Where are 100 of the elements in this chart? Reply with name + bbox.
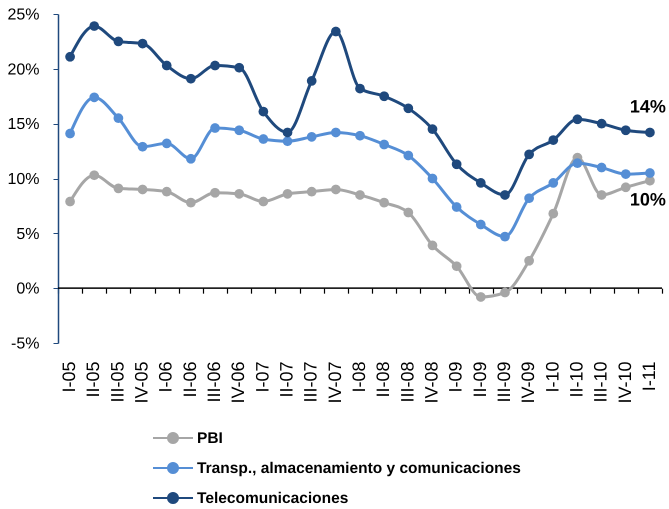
- x-tick-label: IV-09: [518, 362, 538, 404]
- point: [258, 106, 268, 116]
- x-tick-label: III-07: [300, 362, 321, 403]
- x-tick-label: III-08: [397, 362, 418, 403]
- x-tick-label: III-10: [590, 362, 611, 403]
- point: [403, 150, 414, 160]
- x-tick-label: I-10: [542, 362, 562, 393]
- point: [452, 202, 462, 212]
- annotation: 10%: [630, 190, 666, 210]
- point: [114, 184, 124, 194]
- legend-label: Telecomunicaciones: [197, 490, 348, 507]
- point: [500, 190, 510, 200]
- point: [89, 21, 100, 31]
- point: [596, 162, 606, 172]
- point: [548, 135, 558, 145]
- point: [65, 128, 75, 138]
- point: [162, 138, 172, 148]
- point: [138, 142, 148, 152]
- point: [379, 140, 390, 150]
- point: [114, 36, 124, 46]
- point: [306, 186, 317, 197]
- point: [306, 76, 317, 86]
- point: [89, 170, 100, 180]
- x-tick-label: IV-05: [132, 362, 152, 404]
- point: [210, 188, 220, 198]
- point: [403, 208, 414, 218]
- x-tick-label: III-06: [204, 362, 224, 403]
- point: [524, 150, 534, 160]
- point: [210, 123, 220, 133]
- point: [379, 91, 390, 102]
- point: [65, 52, 75, 62]
- y-tick-label: 0%: [16, 280, 40, 298]
- x-tick-label: II-10: [566, 362, 586, 398]
- y-tick-label: 5%: [16, 226, 40, 243]
- point: [428, 240, 438, 250]
- point: [572, 114, 582, 124]
- legend-label: PBI: [197, 430, 223, 447]
- x-tick-label: II-09: [470, 362, 490, 398]
- point: [645, 168, 655, 178]
- point: [210, 60, 220, 70]
- point: [138, 38, 148, 48]
- point: [403, 103, 414, 114]
- point: [234, 188, 244, 199]
- point: [355, 84, 365, 94]
- x-tick-label: II-06: [180, 362, 200, 398]
- x-tick-label: I-06: [156, 362, 176, 393]
- point: [476, 292, 486, 302]
- point: [258, 134, 268, 144]
- point: [620, 169, 631, 179]
- point: [330, 128, 341, 138]
- x-tick-label: I-09: [446, 362, 466, 393]
- point: [330, 26, 341, 36]
- x-tick-label: IV-10: [614, 362, 635, 404]
- point: [476, 220, 486, 230]
- x-tick-label: IV-08: [421, 362, 442, 404]
- point: [428, 124, 438, 134]
- point: [282, 136, 292, 146]
- point: [524, 193, 534, 204]
- point: [572, 158, 582, 168]
- point: [89, 92, 100, 102]
- point: [524, 256, 534, 266]
- point: [548, 208, 558, 218]
- point: [452, 261, 462, 272]
- x-tick-label: I-07: [252, 362, 272, 393]
- point: [428, 174, 438, 184]
- point: [65, 196, 75, 206]
- legend-label: Transp., almacenamiento y comunicaciones: [197, 460, 521, 477]
- point: [186, 154, 196, 164]
- point: [452, 159, 462, 170]
- x-tick-label: I-11: [638, 362, 659, 392]
- y-tick-label: 10%: [7, 171, 40, 188]
- point: [500, 288, 510, 298]
- point: [162, 186, 172, 197]
- point: [258, 196, 268, 206]
- annotation: 14%: [630, 96, 666, 116]
- point: [548, 178, 558, 188]
- point: [186, 198, 196, 208]
- point: [596, 118, 606, 129]
- x-tick-label: III-05: [107, 362, 128, 403]
- y-tick-label: 25%: [7, 6, 40, 24]
- point: [620, 182, 631, 192]
- y-tick-label: 15%: [7, 116, 40, 134]
- point: [379, 198, 390, 208]
- x-tick-label: IV-06: [228, 362, 248, 404]
- point: [114, 113, 124, 124]
- point: [620, 125, 631, 136]
- y-tick-label: 20%: [7, 61, 40, 78]
- point: [282, 128, 292, 138]
- x-tick-label: I-05: [59, 362, 80, 393]
- point: [330, 184, 341, 194]
- x-tick-label: II-05: [83, 362, 104, 398]
- y-tick-label: -5%: [11, 336, 40, 352]
- point: [234, 62, 244, 73]
- x-tick-label: III-09: [494, 362, 514, 403]
- x-tick-label: IV-07: [324, 362, 345, 404]
- point: [645, 128, 655, 138]
- x-tick-label: II-07: [276, 362, 297, 398]
- point: [355, 190, 365, 200]
- point: [500, 232, 510, 242]
- point: [596, 190, 606, 200]
